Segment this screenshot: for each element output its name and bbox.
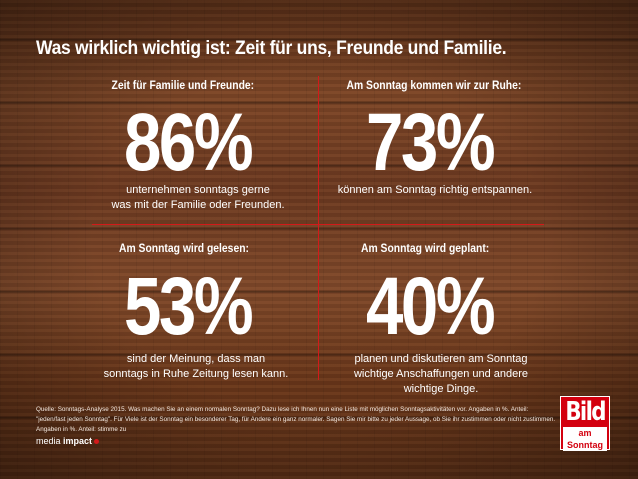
logo-main: Bild <box>565 397 606 427</box>
stat-description-line: wichtige Dinge. <box>403 383 479 395</box>
stat-description-line: wichtige Anschaffungen und andere <box>353 368 529 380</box>
stat-description-line: planen und diskutieren am Sonntag <box>354 353 528 365</box>
stat-description-line: unternehmen sonntags gerne <box>126 184 270 196</box>
stat-description: planen und diskutieren am Sonntag wichti… <box>336 352 546 397</box>
brand-dot-icon <box>94 439 100 445</box>
stat-value: 73% <box>366 97 496 188</box>
stat-description: unternehmen sonntags gerne was mit der F… <box>98 183 298 213</box>
stat-description-line: sonntags in Ruhe Zeitung lesen kann. <box>103 368 289 380</box>
stat-description-line: können am Sonntag richtig entspannen. <box>337 184 533 196</box>
source-note: Quelle: Sonntags-Analyse 2015. Was mache… <box>36 406 556 433</box>
stat-description: können am Sonntag richtig entspannen. <box>330 183 540 198</box>
vertical-divider <box>318 76 319 380</box>
stat-value: 86% <box>124 97 254 188</box>
stat-value: 40% <box>366 261 496 352</box>
stat-heading: Am Sonntag wird gelesen: <box>119 243 249 255</box>
stat-description-line: was mit der Familie oder Freunden. <box>111 199 285 211</box>
bild-am-sonntag-logo: Bild am Sonntag <box>560 396 610 451</box>
stat-heading: Zeit für Familie und Freunde: <box>111 80 255 92</box>
stat-heading: Am Sonntag wird geplant: <box>361 243 490 255</box>
horizontal-divider <box>92 224 544 225</box>
stat-heading: Am Sonntag kommen wir zur Ruhe: <box>346 80 522 92</box>
logo-sub: am Sonntag <box>563 427 607 451</box>
brand-name: impact <box>63 436 93 446</box>
stat-description: sind der Meinung, dass man sonntags in R… <box>94 352 298 382</box>
stat-value: 53% <box>124 261 254 352</box>
brand-prefix: media <box>36 436 61 446</box>
page-title: Was wirklich wichtig ist: Zeit für uns, … <box>36 38 507 59</box>
media-impact-brand: media impact <box>36 436 100 446</box>
stat-description-line: sind der Meinung, dass man <box>126 353 266 365</box>
